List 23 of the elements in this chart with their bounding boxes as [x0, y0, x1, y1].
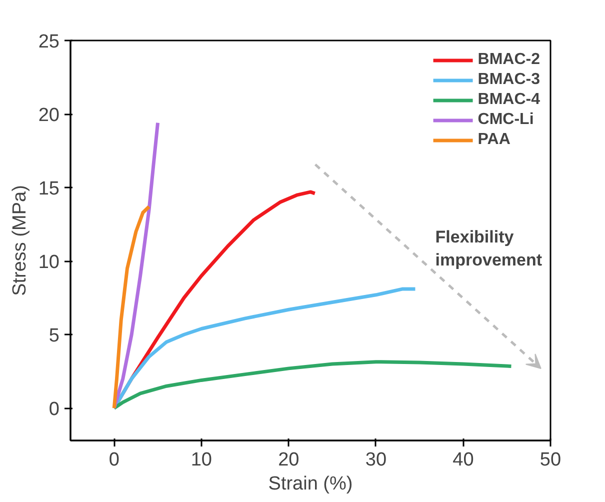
x-tick-label: 30	[365, 450, 387, 470]
y-tick-label: 0	[48, 399, 60, 420]
x-tick-label: 20	[278, 450, 300, 470]
x-axis-title: Strain (%)	[268, 474, 353, 494]
y-tick-label: 25	[38, 32, 60, 52]
y-tick-label: 5	[48, 326, 60, 347]
y-tick-label: 10	[38, 252, 60, 274]
annotation: Flexibility improvement	[435, 228, 542, 270]
legend-label: BMAC-3	[478, 71, 540, 89]
line-series	[112, 204, 151, 410]
legend-label: PAA	[478, 131, 510, 149]
legend-label: BMAC-4	[478, 91, 540, 109]
legend-label: BMAC-2	[478, 51, 540, 69]
y-tick-label: 15	[38, 178, 60, 200]
x-tick-label: 40	[452, 450, 474, 470]
x-tick-label: 50	[540, 450, 562, 470]
line-series	[112, 360, 513, 410]
y-tick-label: 20	[38, 105, 60, 126]
y-axis-title: Stress (MPa)	[9, 185, 30, 296]
line-series	[112, 121, 160, 410]
x-tick-label: 0	[108, 450, 120, 470]
legend-label: CMC-Li	[478, 111, 534, 129]
x-tick-label: 10	[190, 450, 212, 470]
